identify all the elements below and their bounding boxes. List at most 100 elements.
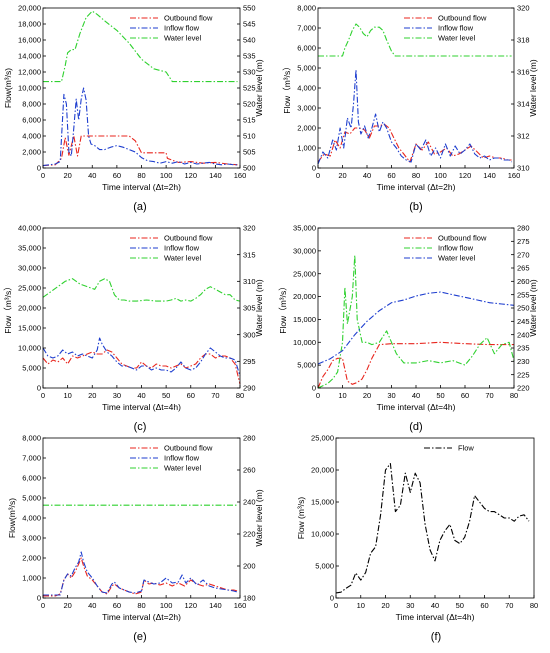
- x-tick-label: 0: [316, 391, 320, 400]
- x-tick-label: 60: [187, 391, 195, 400]
- y-tick-label-left: 5,000: [297, 64, 316, 73]
- y-axis-label-left: Flow（m³/s）: [3, 282, 13, 333]
- y-tick-label-right: 180: [243, 594, 256, 603]
- y-tick-label-left: 2,000: [22, 148, 41, 157]
- y-tick-label-right: 280: [517, 224, 530, 233]
- x-tick-label: 20: [363, 391, 371, 400]
- y-axis-label-left: Flow(m³/s): [3, 68, 13, 108]
- y-axis-label-right: Water level (m): [254, 489, 264, 546]
- x-tick-label: 80: [510, 391, 518, 400]
- y-tick-label-right: 225: [517, 370, 530, 379]
- x-tick-label: 20: [63, 601, 71, 610]
- x-tick-label: 80: [236, 391, 244, 400]
- y-axis-label-left: Flow(m³/s): [7, 498, 17, 538]
- chart-panel-e: 0 20 40 60 80 100 120 140 160 0 1,000 2,000 3,000 4,0…: [7, 434, 264, 643]
- y-tick-label-left: 0: [37, 384, 41, 393]
- y-tick-label-left: 2,000: [22, 554, 41, 563]
- x-tick-label: 160: [508, 171, 521, 180]
- x-tick-label: 30: [113, 391, 121, 400]
- y-tick-label-left: 10,000: [18, 84, 41, 93]
- y-tick-label-left: 20,000: [18, 4, 41, 13]
- legend-label: Inflow flow: [164, 454, 200, 463]
- x-axis-label: Time interval (Δt=2h): [377, 182, 456, 192]
- y-tick-label-left: 6,000: [22, 474, 41, 483]
- x-tick-label: 0: [334, 601, 338, 610]
- y-tick-label-left: 25,000: [18, 284, 41, 293]
- legend-label: Outbound flow: [164, 14, 213, 23]
- y-tick-label-left: 0: [37, 164, 41, 173]
- y-tick-label-left: 20,000: [311, 466, 334, 475]
- x-tick-label: 50: [436, 391, 444, 400]
- y-tick-label-right: 265: [517, 264, 530, 273]
- legend-label: Flow: [458, 444, 474, 453]
- legend-label: Inflow flow: [438, 244, 474, 253]
- y-tick-label-left: 5,000: [22, 494, 41, 503]
- y-tick-label-left: 0: [312, 384, 316, 393]
- x-tick-label: 160: [234, 601, 247, 610]
- series-line-inflow-flow: [317, 69, 512, 165]
- x-tick-label: 20: [338, 171, 346, 180]
- y-tick-label-left: 7,000: [297, 24, 316, 33]
- y-tick-label-right: 240: [517, 330, 530, 339]
- x-tick-label: 30: [406, 601, 414, 610]
- x-tick-label: 120: [459, 171, 472, 180]
- y-axis-label-left: Flow（m³/s）: [278, 282, 288, 333]
- y-tick-label-left: 25,000: [311, 434, 334, 443]
- plot-frame: [317, 227, 515, 389]
- x-tick-label: 30: [387, 391, 395, 400]
- series-line-water-level: [318, 23, 512, 57]
- x-tick-label: 60: [461, 391, 469, 400]
- y-tick-label-right: 200: [243, 562, 256, 571]
- y-tick-label-right: 240: [243, 498, 256, 507]
- x-tick-label: 0: [41, 391, 45, 400]
- y-axis-label-left: Flow (m³/s): [296, 497, 306, 540]
- legend-label: Inflow flow: [438, 24, 474, 33]
- x-tick-label: 80: [530, 601, 538, 610]
- x-tick-label: 100: [160, 601, 173, 610]
- x-tick-label: 60: [480, 601, 488, 610]
- x-tick-label: 40: [431, 601, 439, 610]
- x-tick-label: 40: [88, 171, 96, 180]
- y-axis-label-right: Water level (m): [528, 279, 538, 336]
- x-tick-label: 70: [505, 601, 513, 610]
- y-tick-label-right: 510: [243, 132, 256, 141]
- y-tick-label-left: 35,000: [293, 224, 316, 233]
- series-line-water-level: [42, 278, 241, 302]
- y-tick-label-left: 1,000: [297, 144, 316, 153]
- y-tick-label-right: 280: [243, 434, 256, 443]
- y-tick-label-left: 15,000: [293, 315, 316, 324]
- y-tick-label-left: 8,000: [297, 4, 316, 13]
- x-tick-label: 120: [184, 601, 197, 610]
- y-tick-label-left: 6,000: [22, 116, 41, 125]
- x-tick-label: 20: [63, 171, 71, 180]
- y-tick-label-right: 530: [243, 68, 256, 77]
- y-tick-label-right: 220: [517, 384, 530, 393]
- x-tick-label: 10: [63, 391, 71, 400]
- y-tick-label-right: 314: [517, 100, 530, 109]
- y-tick-label-right: 270: [517, 250, 530, 259]
- y-axis-label-right: Water level (m): [254, 279, 264, 336]
- series-line-outbound-flow: [43, 557, 238, 597]
- y-tick-label-left: 3,000: [22, 534, 41, 543]
- panel-label: (a): [133, 201, 146, 213]
- x-tick-label: 10: [357, 601, 365, 610]
- y-tick-label-right: 235: [517, 344, 530, 353]
- panel-label: (b): [409, 201, 422, 213]
- x-axis-label: Time interval (Δt=4h): [377, 402, 456, 412]
- series-line-inflow-flow: [42, 337, 241, 377]
- x-tick-label: 100: [160, 171, 173, 180]
- y-tick-label-left: 16,000: [18, 36, 41, 45]
- y-tick-label-right: 255: [517, 290, 530, 299]
- y-tick-label-left: 6,000: [297, 44, 316, 53]
- x-tick-label: 40: [412, 391, 420, 400]
- series-line-outbound-flow: [317, 341, 514, 389]
- y-tick-label-right: 316: [517, 68, 530, 77]
- x-tick-label: 0: [41, 601, 45, 610]
- chart-panel-b: 0 20 40 60 80 100 120 140 160 0 1,000 2,000 3,000 4,0…: [282, 4, 538, 213]
- series-line-flow: [335, 463, 530, 594]
- y-axis-label-right: Water level (m): [528, 59, 538, 116]
- x-tick-label: 70: [211, 391, 219, 400]
